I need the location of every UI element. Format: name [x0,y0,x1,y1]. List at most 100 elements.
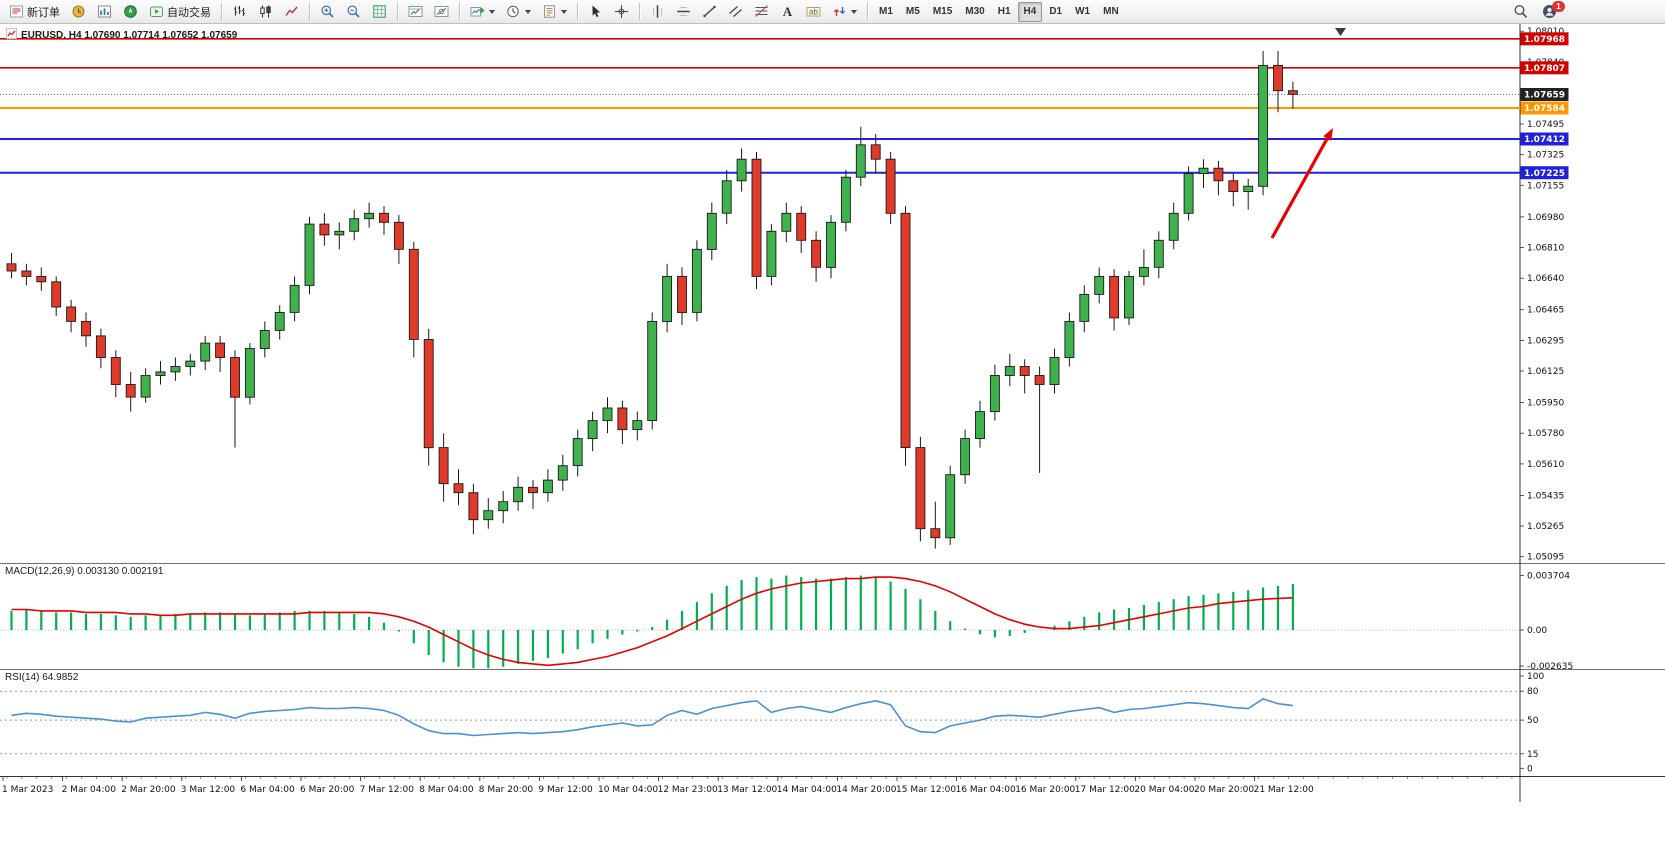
rsi-panel[interactable]: 100 80 50 15 0 [0,669,1665,776]
text-button[interactable]: A [775,2,800,22]
price-badge: 1.07659 [1520,88,1569,101]
zoom-out-button[interactable] [341,2,366,22]
candlestick-chart-button[interactable] [253,2,278,22]
line-chart-icon [285,6,298,16]
symbol-ohlc-text: EURUSD, H4 1.07690 1.07714 1.07652 1.076… [21,29,238,41]
svg-text:1.07325: 1.07325 [1527,151,1564,161]
cursor-button[interactable] [583,2,608,22]
bar-chart-button[interactable] [227,2,252,22]
timeframe-w1-button[interactable]: W1 [1069,2,1096,22]
grid-button[interactable] [367,2,392,22]
objects-window-button[interactable] [429,2,454,22]
equidistant-channel-icon [729,6,742,17]
autotrade-button[interactable]: 自动交易 [144,2,216,22]
toolbar-separator [221,3,222,20]
macd-panel[interactable]: 0.003704 0.00 -0.002635 [0,563,1665,669]
svg-text:15: 15 [1527,750,1538,760]
dropdown-caret-icon [525,9,531,14]
svg-text:1.07584: 1.07584 [1524,104,1565,114]
candlestick-chart-icon [260,5,271,18]
svg-text:0.003704: 0.003704 [1527,572,1570,582]
fibonacci-button[interactable] [749,2,774,22]
indicators-menu-button[interactable] [465,2,500,22]
market-watch-button[interactable] [66,2,91,22]
svg-text:8 Mar 20:00: 8 Mar 20:00 [479,785,534,795]
svg-text:9 Mar 12:00: 9 Mar 12:00 [538,785,593,795]
svg-text:14 Mar 20:00: 14 Mar 20:00 [836,785,896,795]
text-label-button[interactable]: ab [801,2,826,22]
arrow-annotation[interactable] [1270,128,1333,239]
text-label-icon: ab [806,7,821,17]
svg-text:1 Mar 2023: 1 Mar 2023 [2,785,53,795]
svg-text:1.07155: 1.07155 [1527,181,1564,191]
vertical-line-icon [653,5,662,18]
new-order-icon [10,5,23,18]
toolbar-separator [459,3,460,20]
svg-text:6 Mar 20:00: 6 Mar 20:00 [300,785,355,795]
chart-symbol-title: EURUSD, H4 1.07690 1.07714 1.07652 1.076… [5,27,238,42]
svg-text:2 Mar 20:00: 2 Mar 20:00 [121,785,176,795]
svg-text:17 Mar 12:00: 17 Mar 12:00 [1075,785,1135,795]
timeframe-m5-button[interactable]: M5 [900,2,926,22]
svg-text:6 Mar 04:00: 6 Mar 04:00 [240,785,295,795]
line-chart-button[interactable] [279,2,304,22]
search-icon [1514,4,1528,18]
time-axis-labels: 1 Mar 2023 2 Mar 04:00 2 Mar 20:00 3 Mar 12… [2,777,1314,795]
svg-text:1.05780: 1.05780 [1527,429,1564,439]
zoom-in-button[interactable] [315,2,340,22]
svg-text:1.06810: 1.06810 [1527,244,1564,254]
notifications-button[interactable]: 1 [1537,1,1565,21]
periods-menu-button[interactable] [501,2,536,22]
grid-icon [373,5,386,18]
time-axis[interactable]: 1 Mar 2023 2 Mar 04:00 2 Mar 20:00 3 Mar 12… [0,776,1665,802]
text-icon: A [783,4,793,19]
crosshair-button[interactable] [609,2,634,22]
search-button[interactable] [1508,1,1533,21]
dropdown-caret-icon [851,9,857,14]
timeframe-d1-button[interactable]: D1 [1043,2,1068,22]
indicator-window-button[interactable] [403,2,428,22]
svg-text:1.07225: 1.07225 [1524,169,1565,179]
new-order-button[interactable]: 新订单 [4,2,65,22]
macd-label: MACD(12,26,9) 0.003130 0.002191 [5,566,164,577]
objects-window-icon [434,6,449,17]
timeframe-m1-button[interactable]: M1 [873,2,899,22]
vertical-line-button[interactable] [645,2,670,22]
timeframe-mn-button[interactable]: MN [1097,2,1125,22]
macd-signal-line [11,576,1293,667]
svg-text:A: A [783,4,793,19]
svg-text:1.05095: 1.05095 [1527,553,1564,563]
svg-text:2 Mar 04:00: 2 Mar 04:00 [62,785,117,795]
timeframe-m30-button[interactable]: M30 [959,2,990,22]
equidistant-channel-button[interactable] [723,2,748,22]
svg-text:1.07968: 1.07968 [1524,35,1565,45]
navigator-button[interactable] [118,2,143,22]
timeframe-m15-button[interactable]: M15 [927,2,958,22]
svg-text:13 Mar 12:00: 13 Mar 12:00 [717,785,777,795]
svg-text:-0.002635: -0.002635 [1527,662,1573,669]
trendline-button[interactable] [697,2,722,22]
mini-chart-icon [5,27,18,40]
horizontal-line-button[interactable] [671,2,696,22]
svg-text:1.06125: 1.06125 [1527,367,1564,377]
dropdown-caret-icon [489,9,495,14]
data-window-button[interactable] [92,2,117,22]
arrows-menu-button[interactable] [827,2,862,22]
price-badge: 1.07968 [1520,32,1569,46]
svg-text:1.05435: 1.05435 [1527,491,1564,501]
crosshair-icon [615,5,628,18]
macd-scale[interactable]: 0.003704 0.00 -0.002635 [1519,563,1573,669]
data-window-icon [98,5,111,18]
price-chart-panel[interactable]: 1.080101.078401.074951.073251.071551.069… [0,24,1665,563]
chart-background [0,24,1665,563]
chart-shift-marker[interactable] [1335,28,1346,36]
timeframe-h1-button[interactable]: H1 [992,2,1017,22]
toolbar-separator [397,3,398,20]
templates-menu-button[interactable] [537,2,572,22]
new-order-label: 新订单 [27,6,60,19]
zoom-out-icon [347,5,360,18]
timeframe-h4-button[interactable]: H4 [1017,1,1043,22]
arrows-menu-icon [833,7,846,16]
rsi-scale[interactable]: 100 80 50 15 0 [1519,669,1544,776]
